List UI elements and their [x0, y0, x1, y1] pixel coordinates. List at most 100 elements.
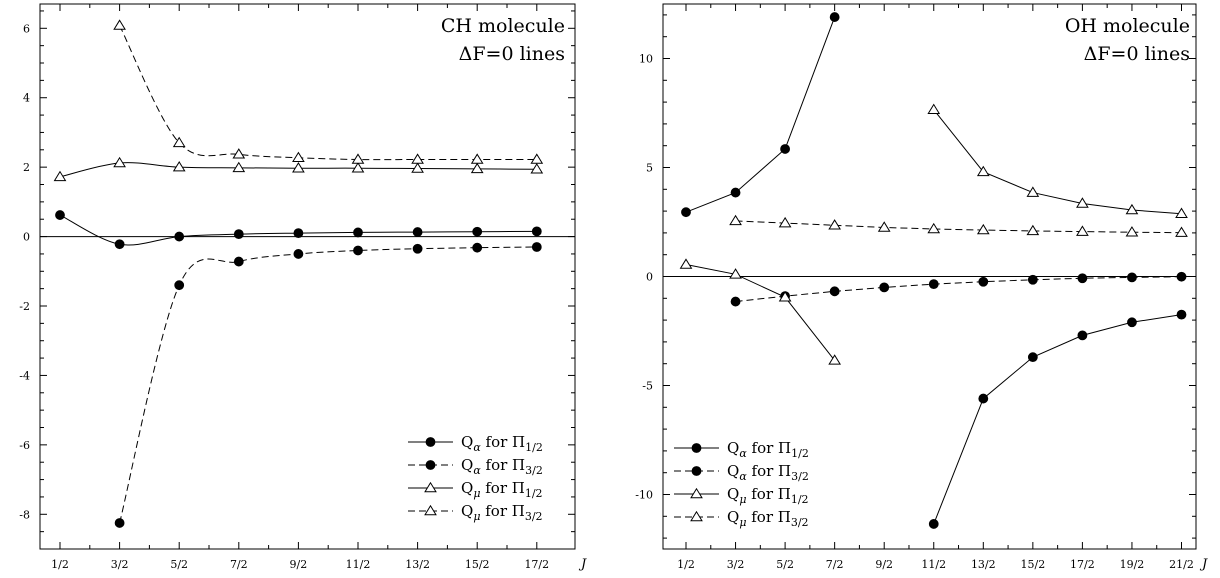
legend-marker [424, 504, 437, 516]
x-tick-label: 9/2 [875, 558, 893, 571]
data-point [351, 162, 365, 173]
data-point [172, 136, 186, 148]
series-5 [729, 214, 1188, 237]
data-point [232, 161, 246, 173]
data-point [976, 165, 990, 177]
series-line [933, 314, 1182, 525]
data-point [1176, 309, 1187, 320]
data-point [353, 245, 363, 256]
x-axis-label: J [578, 557, 587, 572]
x-tick-label: 9/2 [290, 558, 308, 571]
y-tick-label: -4 [19, 369, 30, 382]
y-tick-label: -8 [19, 508, 30, 521]
data-point [55, 210, 65, 220]
y-tick-label: -6 [19, 439, 30, 452]
data-point [293, 228, 304, 239]
x-tick-label: 7/2 [230, 558, 248, 571]
data-point [978, 276, 989, 287]
legend-label: Qα for Π3/2 [461, 456, 543, 477]
data-point [828, 219, 842, 230]
data-point [778, 291, 792, 302]
data-point [53, 170, 67, 182]
legend-marker [425, 437, 436, 447]
series-1 [928, 309, 1187, 529]
legend-label: Qμ for Π3/2 [461, 502, 543, 523]
legend-marker [425, 460, 436, 470]
series-line [933, 109, 1182, 215]
series-3 [113, 19, 544, 164]
legend-marker [690, 487, 703, 499]
series-line [685, 16, 836, 213]
legend: Qα for Π1/2Qα for Π3/2Qμ for Π1/2Qμ for … [674, 439, 809, 529]
x-tick-label: 11/2 [346, 558, 371, 571]
data-point [114, 239, 125, 250]
chart-title-line: CH molecule [441, 15, 565, 37]
series-0 [681, 12, 840, 218]
series-line [735, 276, 1182, 303]
data-point [411, 162, 424, 173]
y-tick-label: 4 [23, 92, 30, 105]
data-point [233, 256, 244, 267]
legend-label: Qα for Π1/2 [727, 439, 809, 460]
data-point [730, 187, 741, 198]
data-point [829, 286, 840, 297]
y-tick-label: -5 [642, 380, 653, 393]
data-point [780, 144, 790, 154]
data-point [730, 296, 741, 307]
data-point [1175, 207, 1188, 218]
y-tick-label: 6 [23, 22, 30, 35]
data-point [412, 243, 423, 254]
data-point [1125, 226, 1139, 237]
data-point [172, 160, 186, 172]
data-point [1076, 225, 1089, 236]
series-2 [730, 271, 1187, 307]
data-point [1125, 203, 1139, 215]
x-tick-label: 17/2 [1070, 558, 1095, 571]
data-point [1175, 226, 1188, 237]
legend-marker [691, 443, 702, 453]
x-tick-label: 13/2 [405, 558, 430, 571]
data-point [1127, 317, 1137, 328]
y-tick-label: 10 [639, 53, 653, 66]
x-tick-label: 3/2 [727, 558, 745, 571]
data-point [232, 148, 246, 159]
data-point [879, 282, 890, 293]
data-point [412, 227, 423, 237]
data-point [530, 153, 544, 164]
data-point [113, 156, 126, 168]
ch-molecule-chart: -8 -6 -4 -2 0 2 4 6 1/2 3/2 5/2 7/2 9/2 11/2 13/2 15/2 1… [19, 3, 587, 572]
data-point [978, 393, 989, 404]
legend-marker [424, 481, 437, 493]
data-point [174, 280, 185, 291]
data-point [829, 12, 840, 22]
y-tick-label: -2 [19, 300, 30, 313]
data-point [1026, 224, 1040, 236]
data-point [927, 103, 941, 114]
data-point [531, 226, 542, 237]
x-tick-label: 3/2 [111, 558, 129, 571]
x-tick-label: 21/2 [1169, 558, 1194, 571]
data-point [778, 216, 792, 228]
series-2 [53, 156, 544, 182]
data-point [1176, 271, 1187, 282]
data-point [293, 249, 304, 259]
data-point [531, 242, 542, 252]
data-point [976, 223, 990, 235]
legend-label: Qμ for Π1/2 [461, 479, 543, 500]
oh-molecule-chart: -10 -5 0 5 10 1/2 3/2 5/2 7/2 9/2 11/2 13/2 15/2 17/2… [635, 3, 1208, 572]
legend: Qα for Π1/2Qα for Π3/2Qμ for Π1/2Qμ for … [408, 433, 543, 523]
x-tick-label: 19/2 [1120, 558, 1145, 571]
chart-title-line: OH molecule [1065, 15, 1190, 37]
data-point [681, 207, 691, 218]
legend-marker [690, 510, 703, 522]
data-point [828, 354, 842, 365]
x-tick-label: 5/2 [776, 558, 794, 571]
x-tick-label: 1/2 [677, 558, 695, 571]
data-point [470, 162, 484, 174]
x-tick-label: 17/2 [524, 558, 549, 571]
data-point [729, 214, 742, 226]
data-point [113, 19, 126, 30]
data-point [927, 222, 941, 234]
data-point [233, 229, 244, 240]
x-tick-label: 15/2 [465, 558, 490, 571]
